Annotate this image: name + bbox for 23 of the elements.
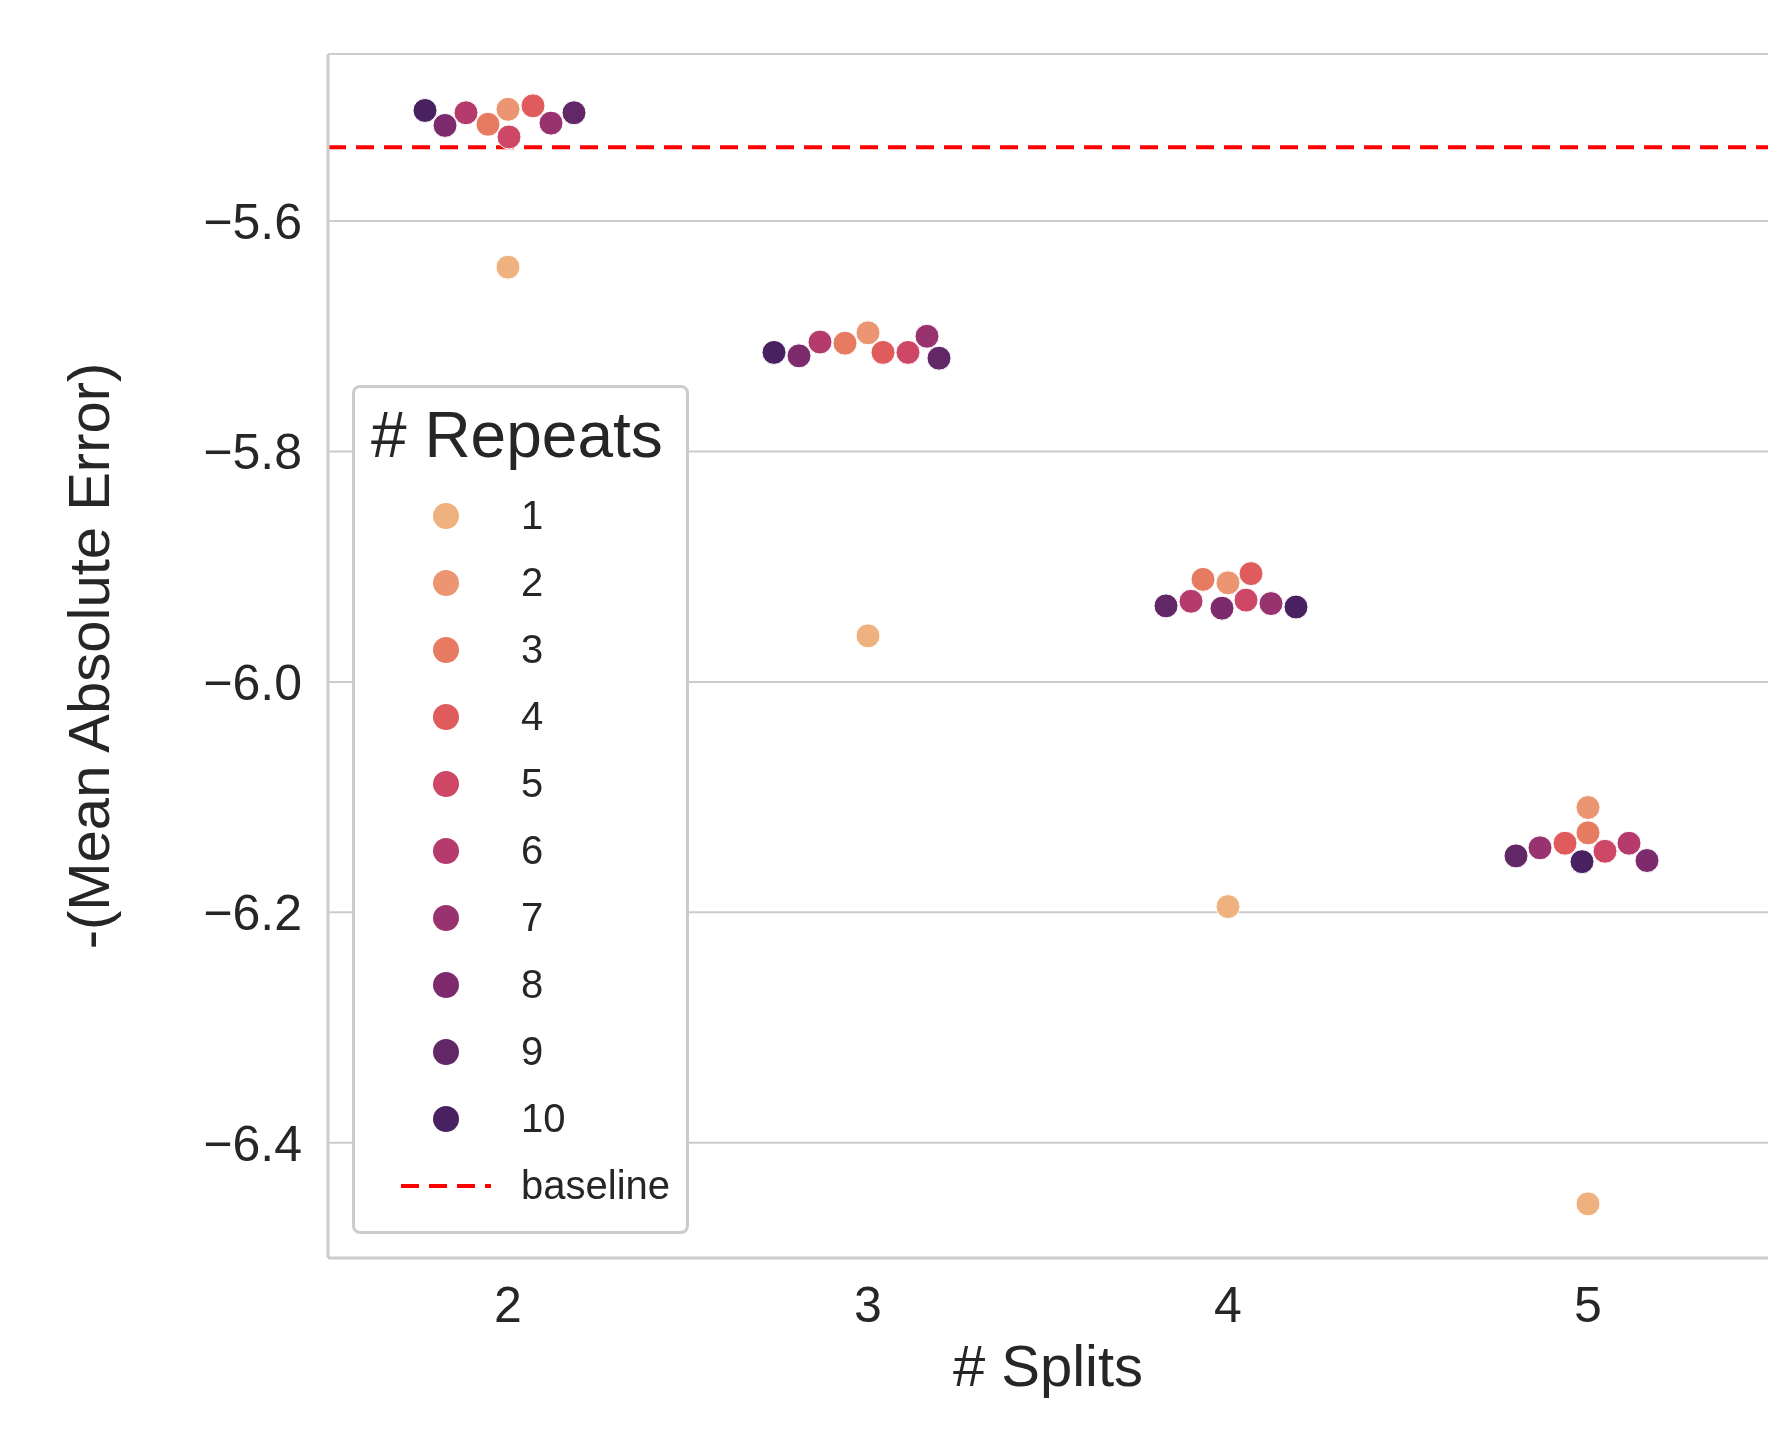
legend-label: 9	[521, 1029, 544, 1074]
y-tick-label: −6.2	[203, 885, 302, 942]
x-tick-label: 3	[854, 1276, 882, 1333]
x-tick-label: 4	[1214, 1276, 1242, 1333]
x-tick-label: 2	[494, 1276, 522, 1333]
legend-label: 4	[521, 694, 544, 739]
x-tick-label: 5	[1574, 1276, 1602, 1333]
legend-label: 10	[521, 1096, 566, 1141]
y-tick-label: −5.6	[203, 193, 302, 250]
y-tick-label: −5.8	[203, 424, 302, 481]
y-tick-label: −6.4	[203, 1115, 302, 1172]
legend-label: 7	[521, 895, 544, 940]
legend-label: 8	[521, 962, 544, 1007]
y-axis-title: -(Mean Absolute Error)	[55, 362, 121, 950]
legend-label: 3	[521, 627, 544, 672]
legend-label: 1	[521, 493, 544, 538]
x-axis-title: # Splits	[952, 1333, 1144, 1398]
legend-label: baseline	[521, 1163, 671, 1208]
y-tick-label: −6.0	[203, 654, 302, 711]
legend-label: 6	[521, 828, 544, 873]
legend-title: # Repeats	[371, 398, 664, 472]
legend-label: 2	[521, 560, 544, 605]
legend-label: 5	[521, 761, 544, 806]
